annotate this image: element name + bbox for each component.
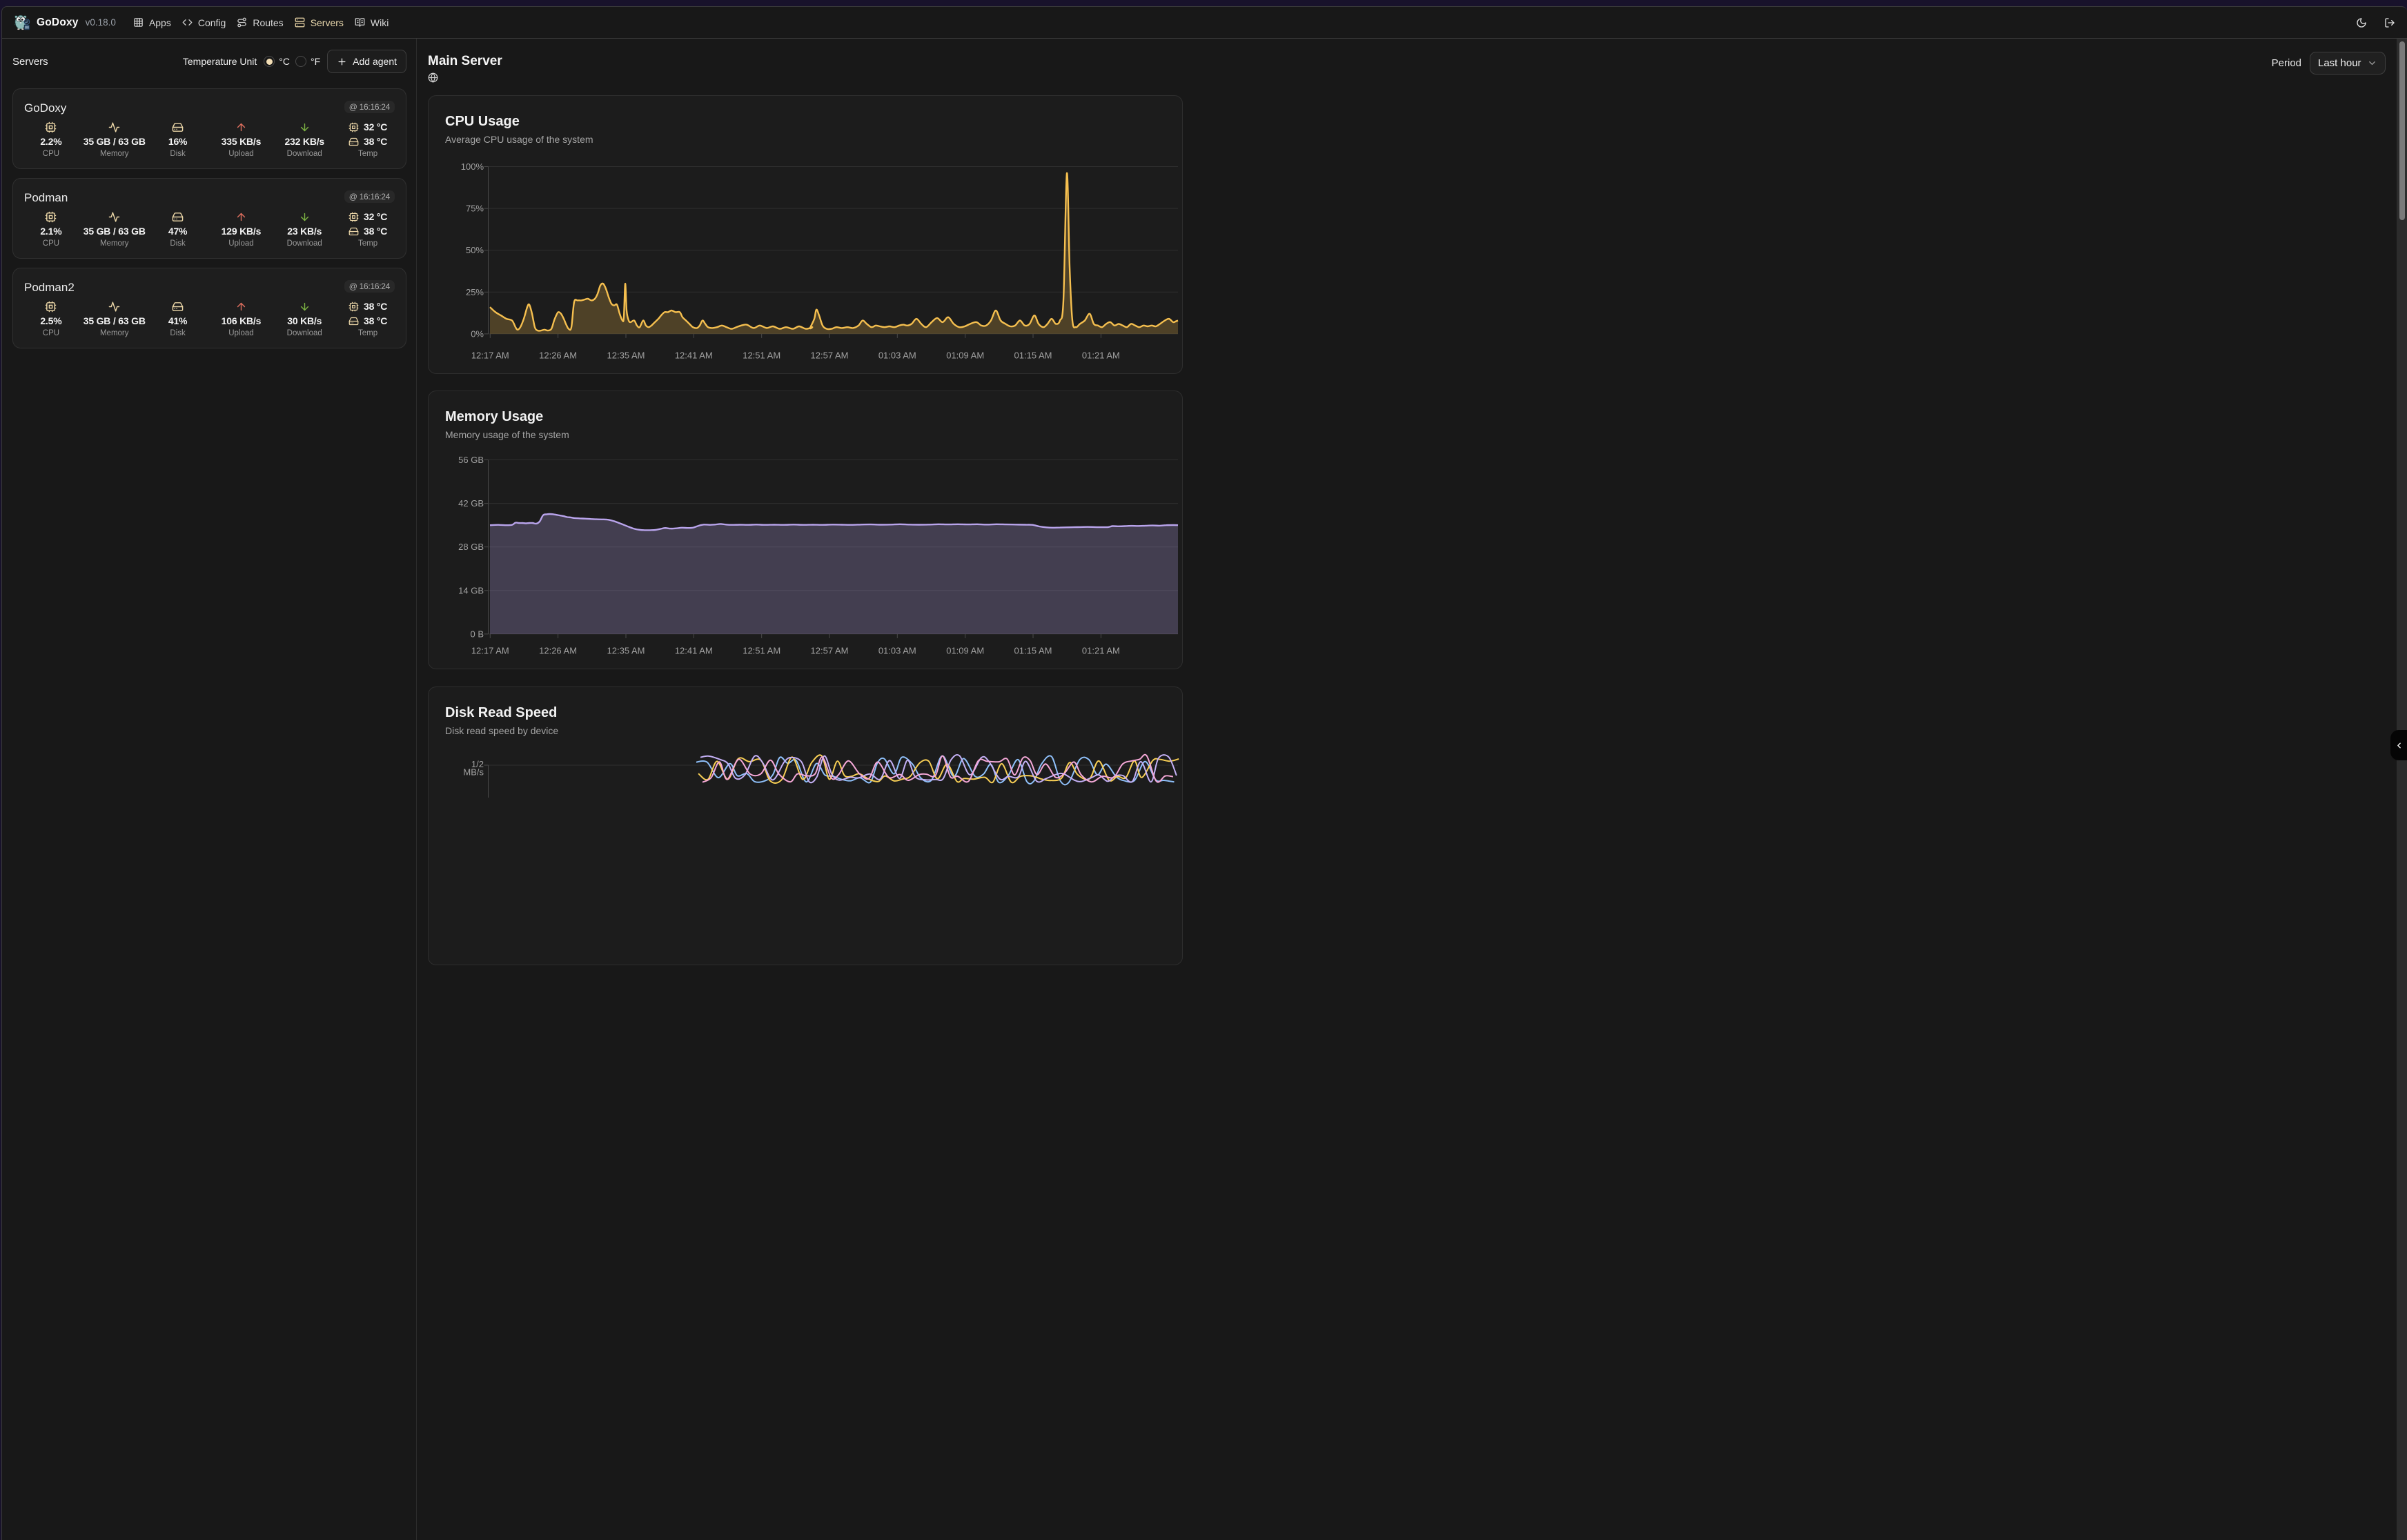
- svg-text:12:35 AM: 12:35 AM: [607, 350, 645, 360]
- svg-text:01:03 AM: 01:03 AM: [878, 350, 916, 360]
- svg-text:12:57 AM: 12:57 AM: [811, 646, 849, 656]
- svg-text:01:15 AM: 01:15 AM: [1014, 646, 1052, 656]
- svg-text:MB/s: MB/s: [463, 767, 484, 778]
- svg-text:56 GB: 56 GB: [458, 455, 484, 465]
- svg-text:01:21 AM: 01:21 AM: [1082, 646, 1120, 656]
- svg-text:01:21 AM: 01:21 AM: [1082, 350, 1120, 360]
- svg-text:01:03 AM: 01:03 AM: [878, 646, 916, 656]
- svg-text:01:09 AM: 01:09 AM: [946, 350, 984, 360]
- svg-text:0 B: 0 B: [470, 629, 484, 639]
- svg-text:12:17 AM: 12:17 AM: [471, 350, 509, 360]
- svg-text:12:41 AM: 12:41 AM: [675, 350, 713, 360]
- svg-text:50%: 50%: [466, 245, 484, 255]
- svg-text:100%: 100%: [461, 161, 484, 172]
- svg-text:12:26 AM: 12:26 AM: [539, 646, 577, 656]
- svg-text:12:41 AM: 12:41 AM: [675, 646, 713, 656]
- svg-text:12:35 AM: 12:35 AM: [607, 646, 645, 656]
- svg-text:12:26 AM: 12:26 AM: [539, 350, 577, 360]
- svg-text:12:51 AM: 12:51 AM: [743, 350, 780, 360]
- svg-text:12:57 AM: 12:57 AM: [811, 350, 849, 360]
- svg-text:01:09 AM: 01:09 AM: [946, 646, 984, 656]
- svg-text:12:51 AM: 12:51 AM: [743, 646, 780, 656]
- svg-text:1/2: 1/2: [471, 759, 484, 769]
- svg-text:75%: 75%: [466, 203, 484, 213]
- svg-text:12:17 AM: 12:17 AM: [471, 646, 509, 656]
- svg-text:01:15 AM: 01:15 AM: [1014, 350, 1052, 360]
- svg-text:25%: 25%: [466, 286, 484, 297]
- svg-text:28 GB: 28 GB: [458, 542, 484, 552]
- svg-text:42 GB: 42 GB: [458, 498, 484, 509]
- svg-text:0%: 0%: [471, 328, 484, 339]
- svg-text:14 GB: 14 GB: [458, 585, 484, 595]
